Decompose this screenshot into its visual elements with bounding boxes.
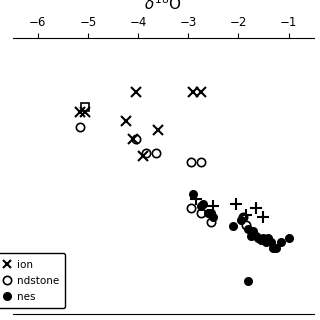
Legend: ion, ndstone, nes: ion, ndstone, nes [0, 253, 65, 308]
X-axis label: $\delta^{18}$O: $\delta^{18}$O [144, 0, 182, 13]
